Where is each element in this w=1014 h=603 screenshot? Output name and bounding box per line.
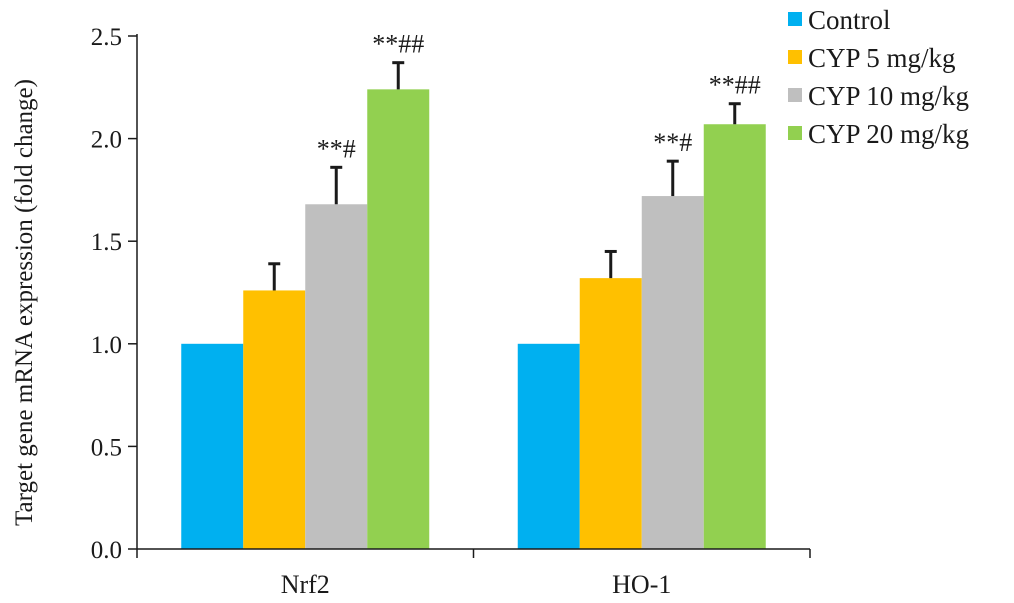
significance-label: **## (709, 71, 761, 100)
legend-label: CYP 20 mg/kg (808, 119, 969, 149)
bar (703, 124, 766, 550)
significance-label: **# (653, 128, 692, 157)
bar (367, 89, 430, 550)
legend: Control CYP 5 mg/kg CYP 10 mg/kg CYP 20 mg/… (788, 5, 969, 149)
x-axis-ticks: Nrf2 HO-1 (136, 549, 811, 599)
y-axis-ticks: 0.0 0.5 1.0 1.5 2.0 2.5 (91, 24, 137, 564)
x-tick-label: Nrf2 (281, 570, 330, 598)
legend-label: Control (808, 5, 891, 35)
y-tick-label: 2.0 (91, 127, 122, 154)
bar (517, 343, 580, 549)
axes: 0.0 0.5 1.0 1.5 2.0 2.5 Nrf2 HO-1 (91, 24, 811, 599)
plot-area: **# **# **## **## (181, 30, 766, 550)
bar (579, 278, 642, 549)
legend-label: CYP 5 mg/kg (808, 43, 956, 73)
bar (641, 196, 704, 549)
bar (243, 290, 306, 549)
x-tick-label: HO-1 (612, 570, 671, 598)
bar (305, 204, 368, 549)
y-tick-label: 2.5 (91, 24, 122, 51)
legend-swatch (788, 126, 802, 140)
legend-swatch (788, 50, 802, 64)
y-axis-label: Target gene mRNA expression (fold change… (11, 79, 38, 526)
legend-label: CYP 10 mg/kg (808, 81, 969, 111)
y-tick-label: 0.5 (91, 434, 122, 461)
legend-swatch (788, 88, 802, 102)
bar (181, 343, 244, 549)
y-tick-label: 1.5 (91, 229, 122, 256)
significance-label: **# (317, 134, 356, 163)
y-tick-label: 1.0 (91, 332, 122, 359)
significance-label: **## (372, 30, 424, 59)
y-tick-label: 0.0 (91, 537, 122, 564)
legend-swatch (788, 12, 802, 26)
